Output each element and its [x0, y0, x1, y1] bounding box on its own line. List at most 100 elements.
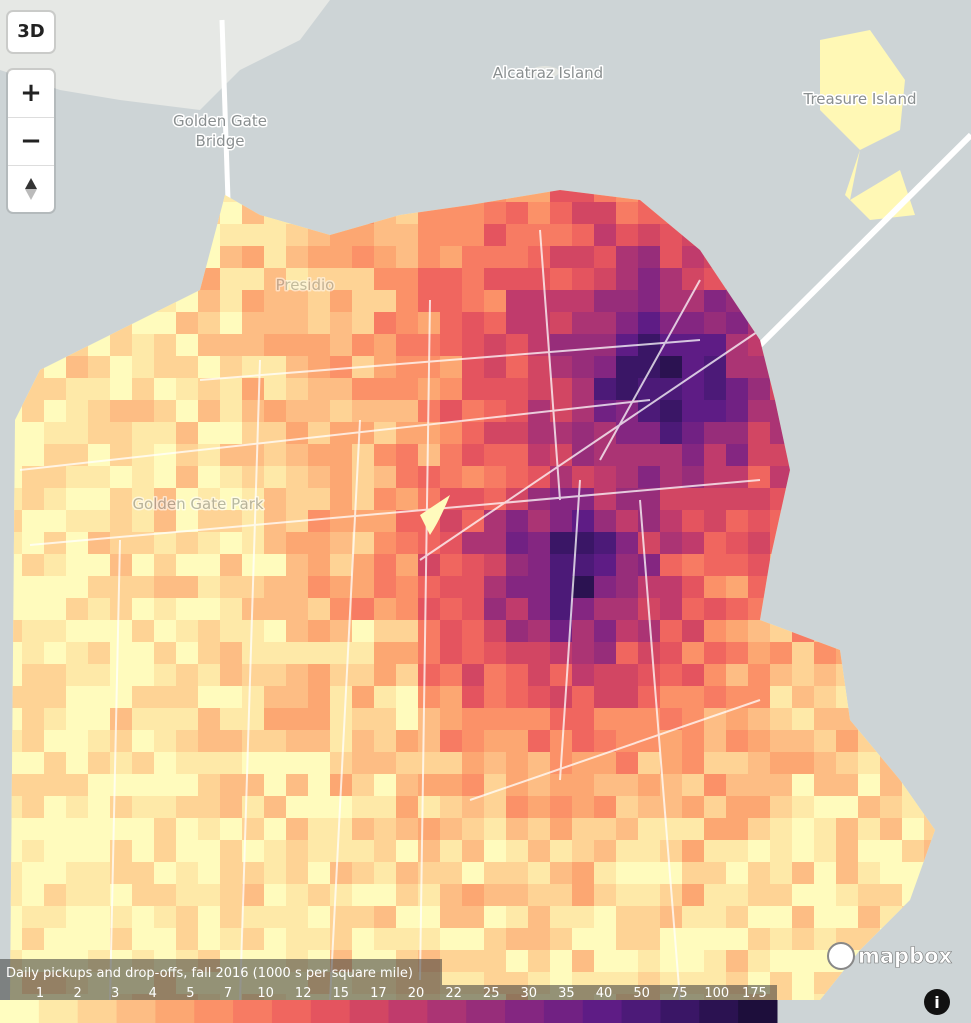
density-cell: [726, 906, 748, 928]
density-cell: [220, 224, 242, 246]
density-cell: [528, 818, 550, 840]
density-cell: [462, 840, 484, 862]
density-cell: [308, 466, 330, 488]
density-cell: [198, 510, 220, 532]
density-cell: [220, 774, 242, 796]
density-cell: [550, 554, 572, 576]
density-cell: [682, 664, 704, 686]
density-cell: [638, 906, 660, 928]
density-cell: [594, 576, 616, 598]
density-cell: [44, 664, 66, 686]
density-cell: [726, 466, 748, 488]
density-cell: [682, 554, 704, 576]
density-cell: [506, 554, 528, 576]
density-cell: [88, 862, 110, 884]
density-cell: [682, 422, 704, 444]
density-cell: [748, 708, 770, 730]
density-cell: [132, 444, 154, 466]
density-cell: [792, 642, 814, 664]
density-cell: [88, 466, 110, 488]
density-cell: [638, 664, 660, 686]
density-cell: [264, 334, 286, 356]
density-cell: [242, 246, 264, 268]
density-cell: [550, 466, 572, 488]
density-cell: [352, 312, 374, 334]
density-cell: [748, 444, 770, 466]
density-cell: [374, 422, 396, 444]
density-cell: [528, 598, 550, 620]
density-cell: [528, 400, 550, 422]
density-cell: [220, 334, 242, 356]
density-cell: [440, 708, 462, 730]
info-icon[interactable]: i: [934, 993, 939, 1012]
density-cell: [616, 554, 638, 576]
density-cell: [132, 466, 154, 488]
density-cell: [374, 400, 396, 422]
density-cell: [748, 884, 770, 906]
density-cell: [704, 686, 726, 708]
view-toggle-button[interactable]: 3D: [8, 12, 54, 52]
density-cell: [242, 862, 264, 884]
density-cell: [660, 356, 682, 378]
density-cell: [506, 840, 528, 862]
density-cell: [660, 466, 682, 488]
density-cell: [264, 730, 286, 752]
density-cell: [748, 642, 770, 664]
density-cell: [594, 796, 616, 818]
legend-swatch: [194, 1000, 234, 1023]
density-cell: [594, 730, 616, 752]
density-cell: [660, 620, 682, 642]
zoom-out-button[interactable]: −: [8, 118, 54, 166]
density-cell: [638, 400, 660, 422]
density-cell: [308, 642, 330, 664]
density-cell: [572, 774, 594, 796]
density-cell: [616, 576, 638, 598]
density-cell: [638, 444, 660, 466]
density-cell: [220, 576, 242, 598]
density-cell: [308, 488, 330, 510]
density-cell: [726, 422, 748, 444]
density-cell: [264, 290, 286, 312]
density-cell: [638, 466, 660, 488]
map-label: Alcatraz Island: [493, 64, 603, 82]
density-cell: [22, 686, 44, 708]
density-cell: [286, 268, 308, 290]
density-cell: [638, 752, 660, 774]
density-cell: [682, 774, 704, 796]
density-cell: [242, 378, 264, 400]
density-cell: [308, 510, 330, 532]
density-cell: [440, 884, 462, 906]
density-cell: [858, 862, 880, 884]
density-cell: [484, 928, 506, 950]
density-cell: [638, 422, 660, 444]
density-cell: [418, 840, 440, 862]
density-cell: [572, 444, 594, 466]
density-cell: [528, 730, 550, 752]
density-cell: [22, 928, 44, 950]
density-cell: [352, 774, 374, 796]
density-cell: [440, 444, 462, 466]
legend-title: Daily pickups and drop-offs, fall 2016 (…: [6, 966, 413, 981]
compass-button[interactable]: [8, 166, 54, 212]
density-cell: [484, 796, 506, 818]
info-button[interactable]: [924, 989, 950, 1015]
legend-swatch: [271, 1000, 312, 1023]
density-cell: [660, 642, 682, 664]
density-cell: [154, 796, 176, 818]
density-cell: [396, 576, 418, 598]
density-cell: [814, 686, 836, 708]
density-cell: [10, 774, 22, 796]
density-cell: [352, 906, 374, 928]
density-cell: [770, 862, 792, 884]
density-cell: [748, 466, 770, 488]
density-cell: [308, 400, 330, 422]
density-cell: [484, 950, 506, 972]
zoom-in-button[interactable]: +: [8, 70, 54, 118]
density-cell: [594, 642, 616, 664]
density-cell: [110, 554, 132, 576]
zoom-control: + −: [8, 70, 54, 212]
density-cell: [682, 400, 704, 422]
density-cell: [506, 928, 528, 950]
density-cell: [330, 532, 352, 554]
density-cell: [638, 488, 660, 510]
